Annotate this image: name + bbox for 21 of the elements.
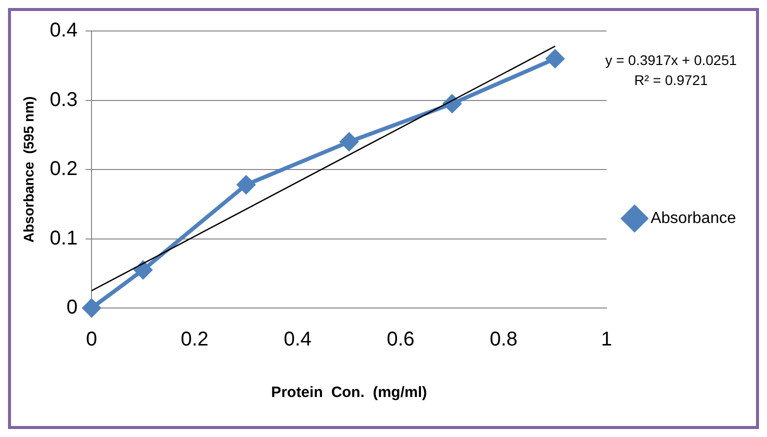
x-tick-label: 0.2 bbox=[180, 328, 209, 351]
x-tick-label: 1 bbox=[601, 328, 612, 351]
annotation: y = 0.3917x + 0.0251 bbox=[605, 52, 737, 68]
point bbox=[237, 176, 256, 194]
y-tick-label: 0.4 bbox=[50, 20, 78, 42]
point bbox=[546, 50, 564, 68]
x-axis-title: Protein Con. (mg/ml) bbox=[271, 384, 428, 402]
text: R² = 0.9721 bbox=[634, 72, 708, 88]
point bbox=[340, 132, 358, 151]
y-axis-title: Absorbance (595 nm) bbox=[20, 96, 36, 243]
legend-label: Absorbance bbox=[650, 210, 736, 227]
y-tick-label: 0.2 bbox=[50, 158, 78, 180]
y-tick-label: 0 bbox=[66, 296, 78, 319]
x-tick-label: 0.4 bbox=[284, 328, 312, 351]
y-tick-label: 0.1 bbox=[50, 227, 78, 250]
y-tick-label: 0.3 bbox=[50, 88, 78, 111]
x-tick-label: 0.6 bbox=[386, 328, 415, 351]
x-tick-label: 0.8 bbox=[490, 328, 518, 351]
point bbox=[134, 260, 152, 279]
x-tick-label: 0 bbox=[86, 328, 98, 351]
point bbox=[82, 299, 101, 317]
